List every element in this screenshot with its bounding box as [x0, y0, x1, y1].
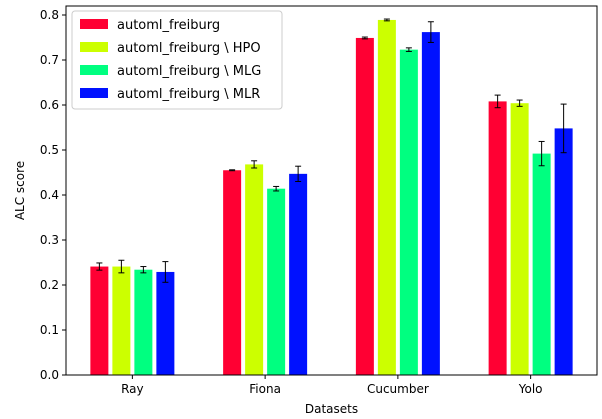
error-bars-layer [96, 18, 567, 283]
y-tick-label: 0.2 [40, 278, 59, 292]
legend: automl_freiburg automl_freiburg \ HPO auto… [71, 10, 283, 110]
x-axis: Ray Fiona Cucumber Yolo [121, 375, 543, 396]
plot-frame [65, 5, 598, 376]
bar-fiona-series-1 [245, 164, 264, 375]
bar-ray-series-1 [112, 266, 131, 375]
y-tick-label: 0.5 [40, 143, 59, 157]
bar-yolo-series-3 [554, 128, 573, 375]
bar-yolo-series-0 [488, 101, 507, 376]
x-tick-label-fiona: Fiona [249, 382, 281, 396]
y-tick-label: 0.7 [40, 53, 59, 67]
bar-cucumber-series-2 [399, 49, 418, 376]
error-bar-cucumber-series-0 [361, 36, 368, 40]
bar-fiona-series-0 [223, 170, 242, 375]
error-bar-yolo-series-1 [516, 99, 523, 107]
bar-ray-series-3 [156, 271, 175, 375]
bar-ray-series-2 [134, 269, 153, 375]
error-bar-fiona-series-2 [273, 185, 280, 192]
error-bar-cucumber-series-3 [427, 21, 434, 43]
error-bar-ray-series-2 [140, 266, 147, 274]
bar-cucumber-series-0 [355, 37, 374, 375]
error-bar-ray-series-3 [162, 261, 169, 283]
x-axis-label: Datasets [305, 402, 358, 416]
x-tick-label-ray: Ray [121, 382, 144, 396]
error-bar-cucumber-series-2 [405, 47, 412, 52]
legend-swatch-2 [80, 65, 108, 75]
error-bar-cucumber-series-1 [383, 18, 390, 22]
bar-fiona-series-2 [267, 188, 286, 375]
bar-cucumber-series-1 [377, 19, 396, 375]
bar-fiona-series-3 [289, 173, 308, 375]
legend-label-1: automl_freiburg \ HPO [117, 41, 261, 56]
y-tick-label: 0.1 [40, 323, 59, 337]
legend-box [71, 10, 283, 110]
y-tick-label: 0.6 [40, 98, 59, 112]
error-bar-fiona-series-1 [251, 160, 258, 169]
error-bar-ray-series-1 [118, 259, 125, 274]
x-tick-label-yolo: Yolo [518, 382, 543, 396]
bar-yolo-series-1 [510, 103, 529, 375]
legend-swatch-1 [80, 42, 108, 52]
y-tick-label: 0.3 [40, 233, 59, 247]
error-bar-yolo-series-2 [538, 140, 545, 167]
y-tick-label: 0.8 [40, 8, 59, 22]
error-bar-fiona-series-0 [229, 169, 236, 172]
legend-swatch-0 [80, 19, 108, 29]
error-bar-ray-series-0 [96, 262, 103, 271]
y-tick-label: 0.0 [40, 368, 59, 382]
legend-label-2: automl_freiburg \ MLG [117, 64, 261, 79]
y-axis: 0.0 0.1 0.2 0.3 0.4 0.5 0.6 0.7 0.8 [40, 8, 66, 382]
bar-yolo-series-2 [532, 153, 551, 375]
error-bar-fiona-series-3 [295, 165, 302, 182]
legend-label-0: automl_freiburg [117, 18, 220, 33]
bar-cucumber-series-3 [421, 32, 440, 375]
error-bar-yolo-series-0 [494, 94, 501, 109]
legend-label-3: automl_freiburg \ MLR [117, 87, 260, 102]
bar-ray-series-0 [90, 266, 109, 375]
y-tick-label: 0.4 [40, 188, 59, 202]
legend-swatch-3 [80, 88, 108, 98]
x-tick-label-cucumber: Cucumber [367, 382, 429, 396]
error-bar-yolo-series-3 [560, 103, 567, 154]
y-axis-label: ALC score [13, 161, 27, 220]
bars-layer [90, 19, 573, 376]
